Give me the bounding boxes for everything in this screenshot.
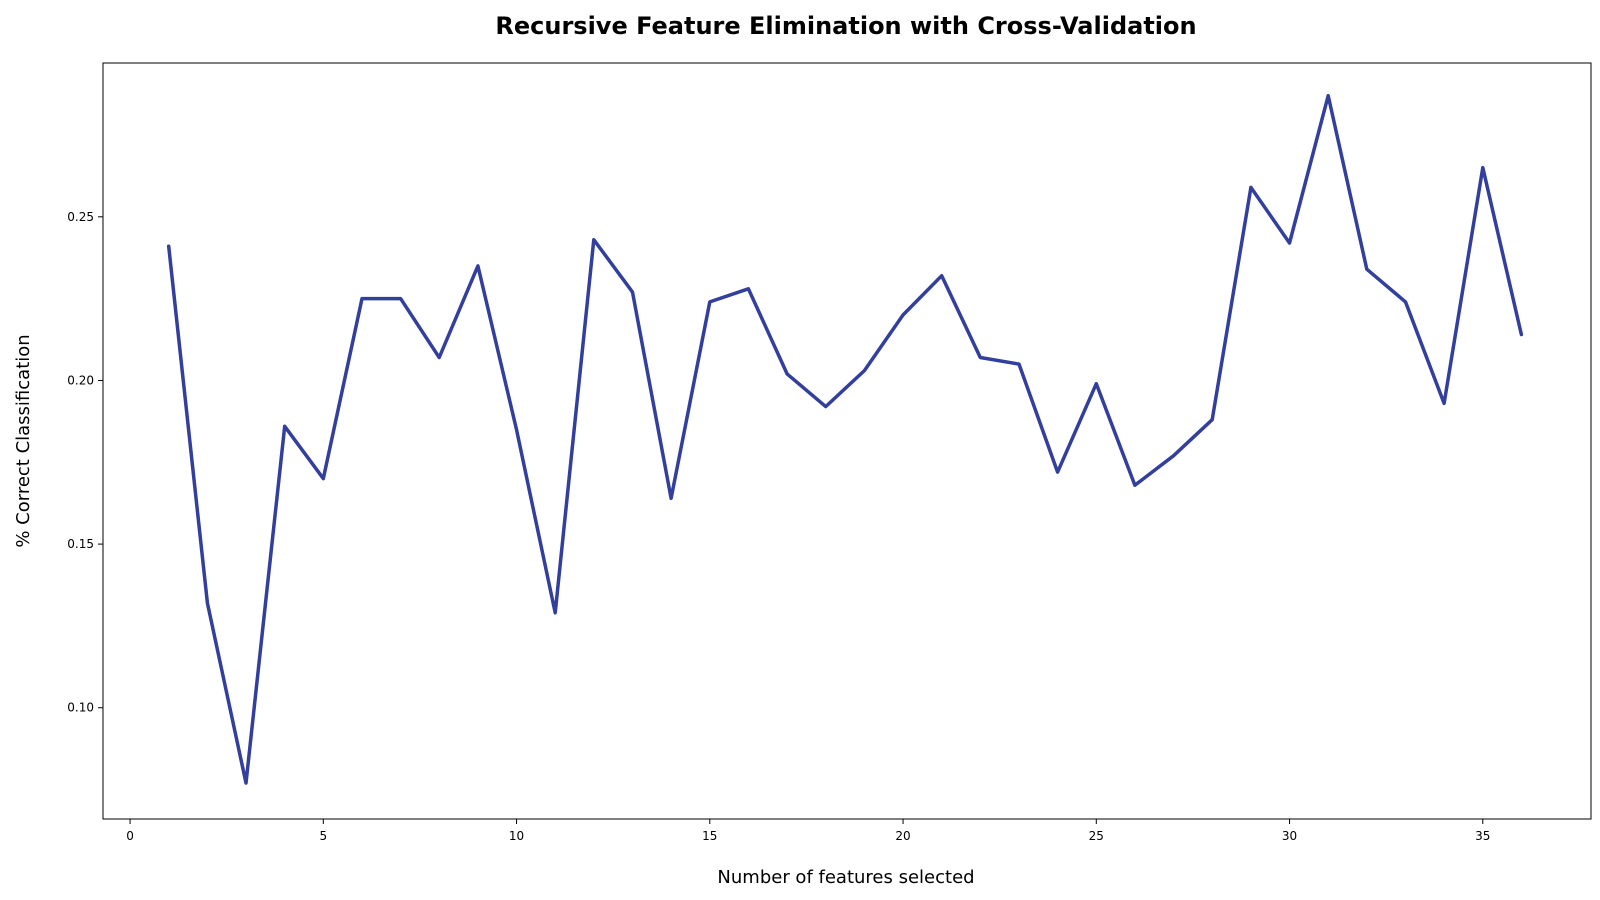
y-tick-label: 0.20 — [67, 373, 94, 387]
y-axis: 0.10 0.15 0.20 0.25 — [67, 210, 103, 715]
x-tick-label: 15 — [702, 829, 717, 843]
chart-title: Recursive Feature Elimination with Cross… — [495, 12, 1196, 40]
x-tick-label: 30 — [1282, 829, 1297, 843]
x-axis-label: Number of features selected — [717, 867, 974, 888]
x-tick-label: 25 — [1089, 829, 1104, 843]
y-tick-label: 0.15 — [67, 537, 94, 551]
x-tick-label: 5 — [319, 829, 327, 843]
x-tick-label: 35 — [1475, 829, 1490, 843]
y-tick-label: 0.10 — [67, 701, 94, 715]
y-axis-label: % Correct Classification — [13, 334, 34, 547]
x-tick-label: 10 — [509, 829, 524, 843]
plot-frame — [102, 62, 1592, 820]
y-tick-label: 0.25 — [67, 210, 94, 224]
x-tick-label: 20 — [895, 829, 910, 843]
series-line — [166, 93, 1524, 785]
x-axis: 0 5 10 15 20 25 30 35 — [126, 819, 1490, 843]
x-tick-label: 0 — [126, 829, 134, 843]
